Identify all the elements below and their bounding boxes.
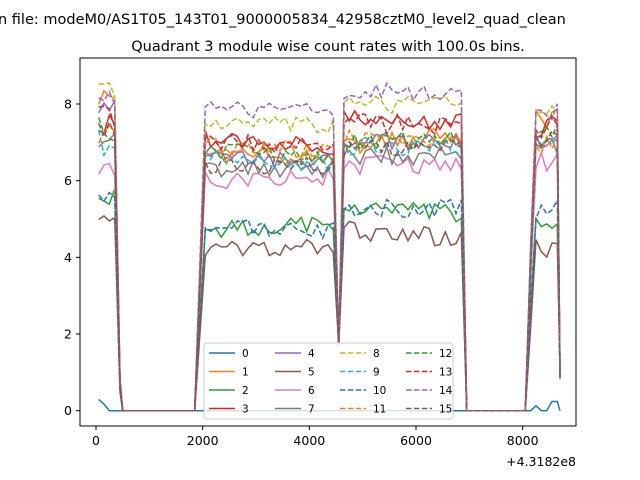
legend-label-3: 3	[242, 404, 249, 416]
x-tick-label: 0	[92, 433, 100, 448]
figure-suptitle: n file: modeM0/AS1T05_143T01_9000005834_…	[0, 12, 566, 28]
legend-label-8: 8	[373, 348, 380, 360]
legend-label-0: 0	[242, 348, 249, 360]
y-tick-label: 4	[64, 250, 72, 265]
x-axis: 0 2000 4000 6000 8000	[92, 426, 539, 448]
legend-label-13: 13	[439, 367, 452, 379]
legend-label-1: 1	[242, 367, 249, 379]
x-tick-label: 8000	[507, 433, 539, 448]
legend-label-5: 5	[308, 367, 315, 379]
legend-label-14: 14	[439, 385, 453, 397]
legend-label-2: 2	[242, 385, 249, 397]
legend-label-7: 7	[308, 404, 315, 416]
legend-label-6: 6	[308, 385, 315, 397]
legend-label-4: 4	[308, 348, 315, 360]
y-tick-label: 6	[64, 173, 72, 188]
chart-title: Quadrant 3 module wise count rates with …	[131, 39, 525, 55]
legend-label-12: 12	[439, 348, 452, 360]
series-line-12	[97, 117, 561, 412]
legend-label-9: 9	[373, 367, 380, 379]
plot-frame	[79, 57, 577, 427]
legend-box	[203, 342, 454, 420]
y-tick-label: 0	[64, 403, 72, 418]
legend-label-15: 15	[439, 404, 452, 416]
y-axis: 0 2 4 6 8	[64, 97, 80, 418]
y-tick-label: 2	[64, 327, 72, 342]
x-tick-label: 6000	[400, 433, 432, 448]
legend-label-10: 10	[373, 385, 386, 397]
y-tick-label: 8	[64, 97, 72, 112]
series-line-14	[98, 81, 561, 412]
x-offset-label: +4.3182e8	[506, 454, 576, 469]
legend-label-11: 11	[373, 404, 386, 416]
x-tick-label: 4000	[293, 433, 325, 448]
x-tick-label: 2000	[187, 433, 219, 448]
